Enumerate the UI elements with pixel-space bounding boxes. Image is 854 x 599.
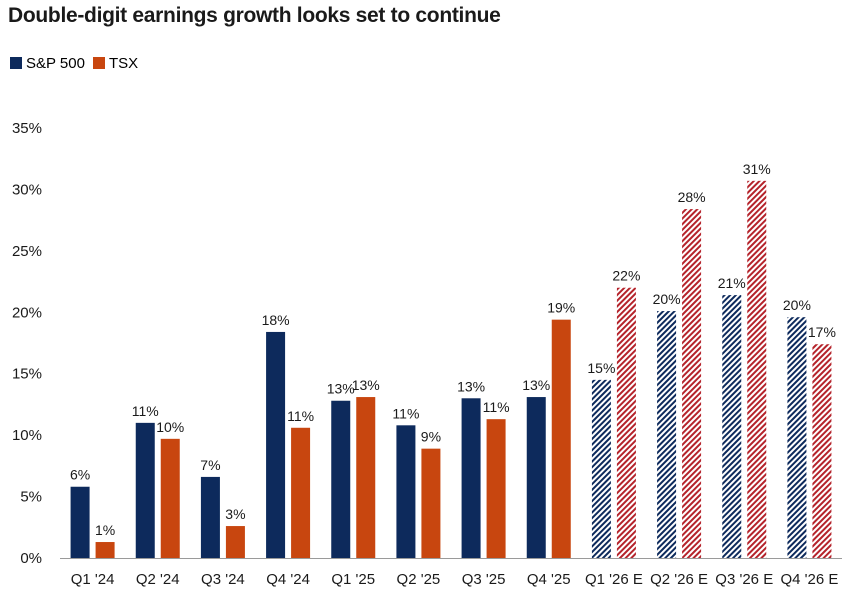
bar-sp500 — [526, 397, 546, 558]
bar-sp500 — [461, 398, 481, 558]
data-label-tsx: 9% — [421, 429, 441, 445]
bar-sp500 — [331, 400, 351, 558]
bar-sp500 — [200, 476, 220, 558]
data-label-sp500: 13% — [327, 381, 355, 397]
bar-sp500 — [657, 311, 677, 558]
data-label-tsx: 31% — [743, 161, 771, 177]
data-label-tsx: 11% — [483, 399, 510, 415]
data-label-sp500: 11% — [132, 403, 159, 419]
x-tick-label: Q1 '25 — [331, 571, 375, 588]
data-label-tsx: 1% — [95, 522, 115, 538]
x-tick-label: Q3 '25 — [462, 571, 506, 588]
legend-label-tsx: TSX — [109, 55, 138, 72]
y-tick-label: 35% — [12, 120, 42, 137]
data-label-tsx: 19% — [547, 300, 575, 316]
bar-tsx — [551, 319, 571, 558]
bar-tsx — [747, 180, 767, 559]
bar-tsx — [812, 344, 832, 558]
x-tick-label: Q1 '24 — [71, 571, 115, 588]
bar-sp500 — [787, 317, 807, 558]
x-tick-label: Q3 '26 E — [715, 571, 773, 588]
y-tick-label: 25% — [12, 243, 42, 260]
bars — [70, 180, 832, 559]
x-tick-label: Q1 '26 E — [585, 571, 643, 588]
x-axis: Q1 '24 Q2 '24 Q3 '24 Q4 '24 Q1 '25 Q2 '25 Q3 '… — [60, 558, 842, 588]
bar-tsx — [291, 427, 311, 558]
x-tick-label: Q3 '24 — [201, 571, 245, 588]
y-tick-label: 5% — [20, 489, 42, 506]
bar-tsx — [616, 287, 636, 558]
bar-sp500 — [396, 425, 416, 558]
data-label-tsx: 17% — [808, 324, 836, 340]
legend: S&P 500 TSX — [10, 55, 138, 72]
legend-swatch-tsx — [93, 57, 105, 69]
data-label-tsx: 11% — [287, 408, 314, 424]
data-label-sp500: 6% — [70, 467, 90, 483]
data-label-tsx: 3% — [225, 506, 245, 522]
data-label-sp500: 20% — [653, 291, 681, 307]
x-tick-label: Q2 '26 E — [650, 571, 708, 588]
legend-label-sp500: S&P 500 — [26, 55, 85, 72]
bar-sp500 — [591, 379, 611, 558]
data-label-sp500: 15% — [587, 360, 615, 376]
bar-tsx — [356, 397, 376, 558]
data-label-sp500: 21% — [718, 275, 746, 291]
y-tick-label: 30% — [12, 181, 42, 198]
x-tick-label: Q4 '24 — [266, 571, 310, 588]
data-label-sp500: 13% — [457, 378, 485, 394]
data-label-tsx: 22% — [612, 268, 640, 284]
bar-sp500 — [266, 331, 286, 558]
x-tick-label: Q2 '24 — [136, 571, 180, 588]
bar-tsx — [682, 209, 702, 559]
data-label-sp500: 13% — [522, 377, 550, 393]
bar-sp500 — [135, 422, 155, 558]
bar-sp500 — [722, 295, 742, 558]
y-axis: 0% 5% 10% 15% 20% 25% 30% 35% — [12, 120, 42, 567]
x-tick-label: Q2 '25 — [397, 571, 441, 588]
bar-tsx — [486, 419, 506, 558]
y-tick-label: 15% — [12, 366, 42, 383]
data-label-tsx: 13% — [352, 377, 380, 393]
data-label-tsx: 10% — [156, 419, 184, 435]
y-tick-label: 10% — [12, 427, 42, 444]
x-tick-label: Q4 '26 E — [780, 571, 838, 588]
bar-tsx — [95, 542, 115, 558]
y-tick-label: 0% — [20, 550, 42, 567]
data-label-sp500: 7% — [200, 457, 220, 473]
bar-tsx — [160, 438, 180, 558]
y-tick-label: 20% — [12, 304, 42, 321]
data-label-sp500: 11% — [392, 405, 419, 421]
bar-tsx — [421, 448, 441, 558]
data-label-tsx: 28% — [678, 189, 706, 205]
data-labels: 6%1%11%10%7%3%18%11%13%13%11%9%13%11%13%… — [70, 161, 836, 538]
data-label-sp500: 20% — [783, 297, 811, 313]
bar-sp500 — [70, 486, 90, 558]
data-label-sp500: 18% — [262, 312, 290, 328]
x-tick-label: Q4 '25 — [527, 571, 571, 588]
chart-title: Double-digit earnings growth looks set t… — [8, 4, 501, 27]
legend-swatch-sp500 — [10, 57, 22, 69]
bar-tsx — [225, 526, 245, 558]
